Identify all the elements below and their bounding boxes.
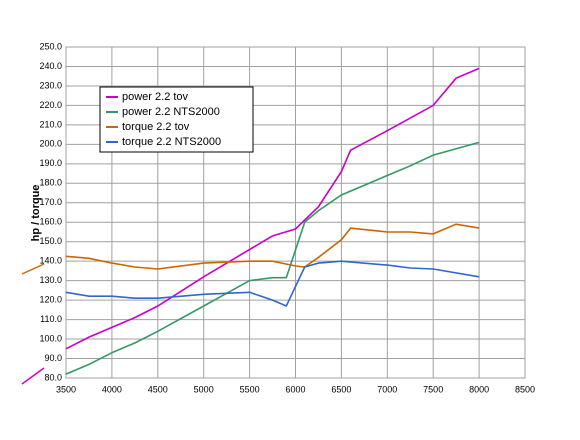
legend-box (99, 86, 254, 153)
series-line (65, 260, 480, 308)
x-tick-label: 6500 (331, 384, 351, 394)
y-tick-label: 150.0 (39, 236, 62, 246)
legend-label: torque 2.2 NTS2000 (122, 136, 221, 148)
y-tick-label: 110.0 (40, 314, 62, 324)
y-tick-label: 80.0 (44, 372, 62, 382)
x-tick-label: 7500 (423, 384, 443, 394)
y-tick-label: 210.0 (39, 119, 62, 129)
x-tick-label: 6000 (285, 384, 305, 394)
y-tick-label: 190.0 (39, 158, 62, 168)
x-tick-label: 8500 (515, 384, 535, 394)
decoration (21, 367, 45, 385)
y-tick-label: 100.0 (39, 333, 62, 343)
x-tick-label: 5500 (240, 384, 260, 394)
x-tick-label: 8000 (469, 384, 489, 394)
y-tick-label: 130.0 (39, 275, 62, 285)
legend-label: torque 2.2 tov (122, 121, 190, 133)
legend-label: power 2.2 tov (122, 91, 189, 103)
series-line (65, 67, 480, 350)
y-tick-label: 120.0 (39, 294, 62, 304)
y-tick-label: 160.0 (39, 217, 62, 227)
y-axis-label: hp / torque (30, 185, 42, 242)
y-tick-label: 220.0 (39, 100, 62, 110)
x-tick-label: 7000 (377, 384, 397, 394)
x-tick-label: 4500 (148, 384, 168, 394)
y-tick-label: 180.0 (39, 178, 62, 188)
x-tick-label: 5000 (194, 384, 214, 394)
decoration (21, 263, 45, 275)
x-tick-label: 4000 (102, 384, 122, 394)
x-tick-label: 3500 (56, 384, 76, 394)
y-tick-label: 140.0 (39, 256, 62, 266)
y-tick-label: 230.0 (39, 80, 62, 90)
series-line (65, 223, 480, 270)
legend-label: power 2.2 NTS2000 (122, 106, 220, 118)
y-tick-label: 240.0 (39, 61, 62, 71)
series-line (65, 141, 480, 375)
y-tick-label: 250.0 (39, 41, 62, 51)
y-tick-label: 170.0 (39, 197, 62, 207)
y-tick-label: 90.0 (44, 353, 62, 363)
y-tick-label: 200.0 (39, 139, 62, 149)
